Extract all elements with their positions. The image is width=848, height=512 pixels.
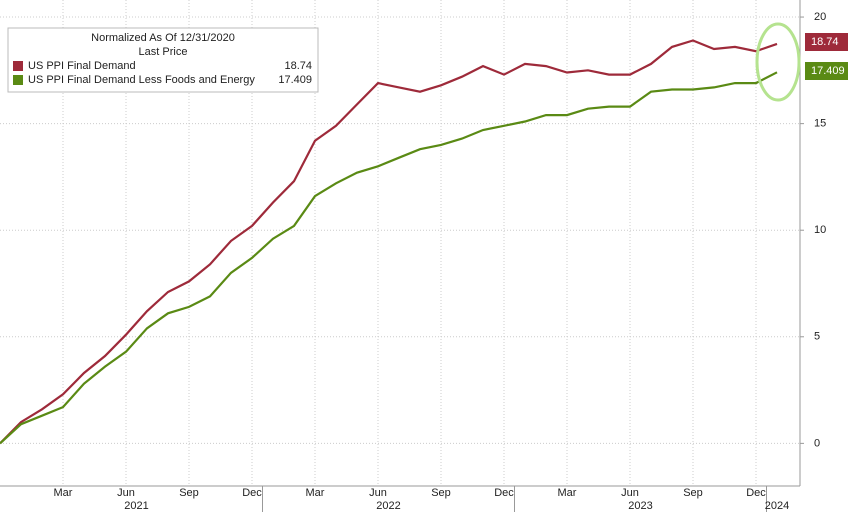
last-value-label: 18.74 [811,36,839,48]
x-tick-label: Sep [431,487,451,499]
last-value-label: 17.409 [811,65,845,77]
legend-title: Normalized As Of 12/31/2020 [91,32,235,44]
legend: Normalized As Of 12/31/2020 Last Price U… [7,27,319,93]
legend-swatch [13,61,23,71]
x-tick-label: Jun [369,487,387,499]
last-value-badge [805,33,848,51]
x-tick-label: Dec [494,487,514,499]
x-tick-label: Jun [117,487,135,499]
x-group-label: 2021 [124,500,148,512]
legend-label: US PPI Final Demand Less Foods and Energ… [28,74,255,86]
legend-subtitle: Last Price [139,46,188,58]
x-group-label: 2023 [628,500,652,512]
x-tick-label: Mar [306,487,325,499]
x-tick-label: Dec [242,487,262,499]
series-line [0,71,778,445]
x-tick-label: Mar [558,487,577,499]
x-tick-label: Sep [179,487,199,499]
x-tick-label: Mar [54,487,73,499]
legend-swatch [13,75,23,85]
grid [0,0,800,486]
legend-value: 18.74 [284,60,312,72]
y-tick-label: 10 [814,224,826,236]
x-tick-label: Dec [746,487,766,499]
x-group-label: 2022 [376,500,400,512]
y-tick-label: 0 [814,437,820,449]
x-tick-label: Sep [683,487,703,499]
legend-label: US PPI Final Demand [28,60,136,72]
last-value-badge [805,62,848,80]
y-tick-label: 20 [814,11,826,23]
legend-box [7,27,319,93]
x-tick-label: Jun [621,487,639,499]
y-tick-label: 15 [814,118,826,130]
legend-value: 17.409 [278,74,312,86]
y-tick-label: 5 [814,331,820,343]
lines [0,39,778,445]
series-line [0,39,778,445]
x-group-label: 2024 [765,500,789,512]
highlight-circle [755,22,801,102]
